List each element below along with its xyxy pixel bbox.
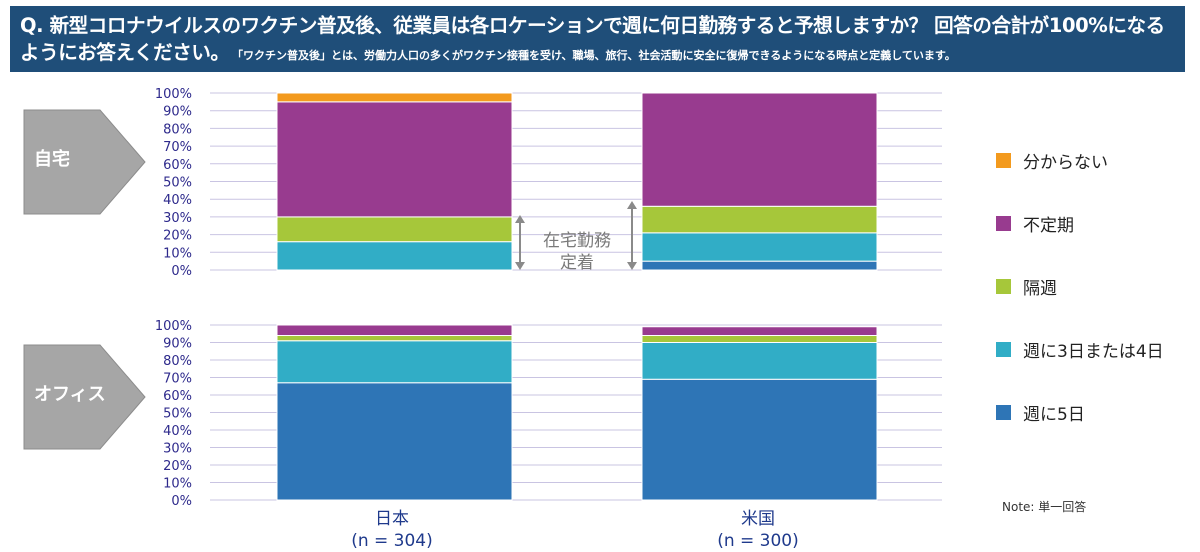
y-tick-label: 40%: [163, 193, 192, 208]
panel-arrow: [23, 344, 146, 450]
y-tick-label: 10%: [163, 477, 192, 492]
y-tick-label: 20%: [163, 459, 192, 474]
legend-swatch: [996, 152, 1011, 168]
panel-label: 自宅: [34, 148, 70, 170]
legend-item: 隔週: [996, 276, 1057, 299]
category-label-usa: 米国 (n = 300): [638, 508, 878, 552]
y-tick-label: 40%: [163, 424, 192, 439]
bar-segment: [641, 232, 878, 262]
question-text: Q. 新型コロナウイルスのワクチン普及後、従業員は各ロケーションで週に何日勤務す…: [20, 12, 1175, 69]
legend-swatch: [996, 215, 1011, 231]
y-tick-label: 70%: [163, 372, 192, 387]
y-tick-label: 80%: [163, 354, 192, 369]
footnote: Note: 単一回答: [1002, 500, 1087, 514]
y-tick-label: 0%: [171, 494, 192, 509]
bar-segment: [276, 382, 513, 501]
annotation-text: 定着: [560, 253, 594, 273]
category-sample-size: (n = 304): [351, 531, 433, 551]
y-tick-label: 80%: [163, 122, 192, 137]
legend-label: 不定期: [1023, 215, 1074, 236]
annotation-arrowhead: [627, 201, 637, 209]
question-header: Q. 新型コロナウイルスのワクチン普及後、従業員は各ロケーションで週に何日勤務す…: [10, 6, 1185, 72]
bar-segment: [641, 205, 878, 234]
y-tick-label: 10%: [163, 246, 192, 261]
y-tick-label: 100%: [155, 319, 192, 334]
y-tick-label: 60%: [163, 158, 192, 173]
bar-segment: [276, 241, 513, 271]
y-tick-label: 90%: [163, 105, 192, 120]
y-tick-label: 90%: [163, 337, 192, 352]
bar-segment: [641, 342, 878, 380]
bar-segment: [641, 335, 878, 343]
legend-item: 週に3日または4日: [996, 339, 1164, 362]
question-definition-note: 「ワクチン普及後」とは、労働力人口の多くがワクチン接種を受け、職場、旅行、社会活…: [237, 49, 956, 62]
panel-arrow: [23, 109, 146, 215]
annotation-arrowhead: [515, 262, 525, 270]
legend-item: 分からない: [996, 150, 1108, 173]
y-tick-label: 50%: [163, 176, 192, 191]
legend-label: 分からない: [1023, 152, 1108, 173]
y-tick-label: 20%: [163, 229, 192, 244]
annotation-arrowhead: [627, 262, 637, 270]
bar-segment: [641, 326, 878, 336]
legend-swatch: [996, 341, 1011, 357]
legend-label: 週に5日: [1023, 404, 1085, 425]
category-label-japan: 日本 (n = 304): [272, 508, 512, 552]
legend-item: 不定期: [996, 213, 1074, 236]
category-sample-size: (n = 300): [717, 531, 799, 551]
y-tick-label: 0%: [171, 264, 192, 279]
bar-segment: [276, 101, 513, 218]
legend-swatch: [996, 278, 1011, 294]
y-tick-label: 60%: [163, 389, 192, 404]
bar-segment: [276, 335, 513, 342]
bar-segment: [276, 324, 513, 336]
bar-segment: [276, 340, 513, 384]
annotation-arrowhead: [515, 215, 525, 223]
bar-segment: [641, 92, 878, 207]
annotation-text: 在宅勤務: [543, 231, 611, 251]
bar-segment: [276, 92, 513, 103]
bar-segment: [641, 260, 878, 271]
legend-label: 隔週: [1023, 278, 1057, 299]
category-name: 日本: [375, 509, 409, 529]
y-tick-label: 100%: [155, 87, 192, 102]
bar-segment: [276, 216, 513, 243]
bar-segment: [641, 378, 878, 501]
y-tick-label: 30%: [163, 442, 192, 457]
question-main: Q. 新型コロナウイルスのワクチン普及後、従業員は各ロケーションで週に何日勤務す…: [20, 14, 1165, 64]
category-name: 米国: [741, 509, 775, 529]
legend-item: 週に5日: [996, 402, 1085, 425]
legend-swatch: [996, 404, 1011, 420]
legend-label: 週に3日または4日: [1023, 341, 1164, 362]
y-tick-label: 50%: [163, 407, 192, 422]
y-tick-label: 30%: [163, 211, 192, 226]
y-tick-label: 70%: [163, 140, 192, 155]
panel-label: オフィス: [34, 384, 106, 405]
